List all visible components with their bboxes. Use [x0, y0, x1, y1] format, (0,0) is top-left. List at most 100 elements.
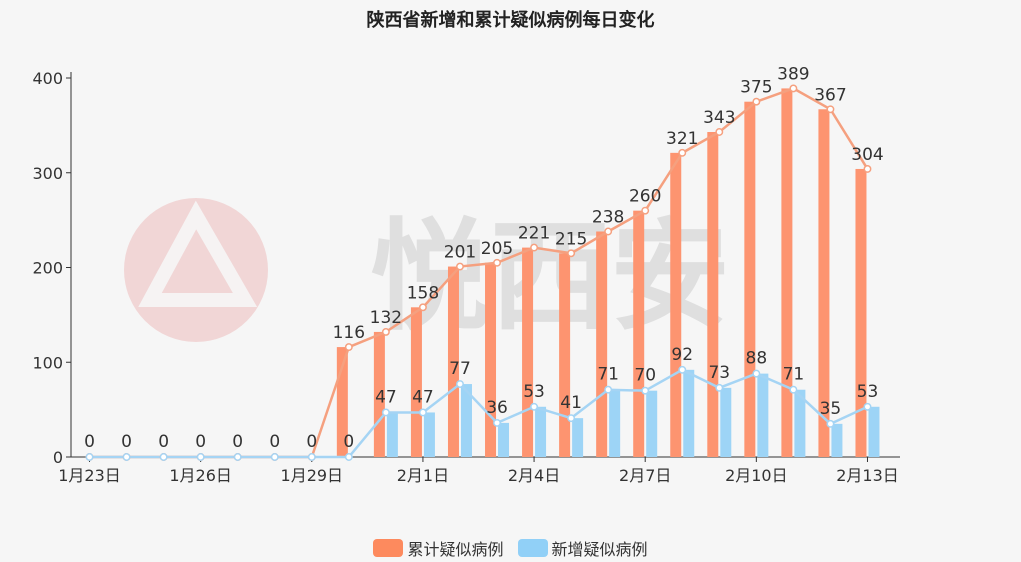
data-label-cumulative: 0	[269, 432, 280, 452]
point-new	[641, 386, 650, 395]
data-label-cumulative: 0	[158, 432, 169, 452]
data-label-cumulative: 0	[195, 432, 206, 452]
watermark: 悦西安	[124, 198, 730, 347]
legend-swatch-cumulative	[373, 539, 404, 557]
point-new	[122, 453, 131, 461]
chart-title: 陕西省新增和累计疑似病例每日变化	[366, 10, 655, 31]
point-cumulative	[493, 258, 501, 267]
data-label-cumulative: 375	[740, 78, 772, 98]
x-tick-label: 2月1日	[397, 466, 449, 485]
point-cumulative	[456, 262, 464, 271]
bar-new	[535, 406, 547, 457]
point-cumulative	[826, 105, 835, 114]
bar-cumulative	[485, 262, 497, 457]
bar-cumulative	[744, 101, 756, 457]
legend-label-new: 新增疑似病例	[551, 540, 648, 559]
bar-new	[423, 412, 435, 457]
point-cumulative	[344, 343, 353, 352]
bar-cumulative	[410, 307, 422, 457]
point-new	[567, 414, 576, 423]
data-label-cumulative: 0	[232, 432, 243, 452]
point-new	[752, 369, 761, 378]
y-tick-label: 400	[32, 69, 63, 88]
data-label-new: 0	[343, 432, 354, 452]
bar-new	[498, 422, 510, 457]
point-new	[530, 402, 539, 411]
data-label-cumulative: 304	[851, 145, 883, 165]
point-new	[826, 419, 835, 428]
point-new	[270, 453, 279, 461]
bar-cumulative	[596, 231, 608, 457]
bar-cumulative	[447, 266, 459, 457]
point-new	[678, 365, 687, 374]
legend-item-cumulative[interactable]: 累计疑似病例	[373, 536, 504, 560]
data-label-new: 53	[857, 382, 879, 402]
point-cumulative	[678, 148, 687, 157]
bar-cumulative	[707, 132, 719, 457]
data-label-cumulative: 158	[407, 283, 439, 303]
point-new	[196, 453, 205, 461]
data-label-cumulative: 0	[306, 432, 317, 452]
point-new	[715, 383, 724, 392]
legend-label-cumulative: 累计疑似病例	[407, 540, 504, 559]
point-cumulative	[789, 84, 798, 93]
bar-cumulative	[633, 210, 645, 457]
x-tick-label: 2月4日	[508, 466, 560, 485]
bar-cumulative	[855, 168, 867, 457]
point-new	[307, 453, 316, 461]
x-tick-label: 1月29日	[281, 466, 344, 485]
data-label-new: 53	[523, 382, 545, 402]
point-new	[381, 408, 390, 417]
bar-new	[683, 369, 695, 457]
point-new	[863, 402, 872, 411]
point-new	[418, 408, 427, 417]
data-label-cumulative: 238	[592, 207, 624, 227]
data-label-cumulative: 0	[84, 432, 95, 452]
y-tick-label: 0	[53, 448, 63, 467]
bar-new	[868, 406, 880, 457]
data-label-new: 70	[634, 366, 656, 386]
data-label-new: 92	[671, 345, 693, 365]
data-label-new: 47	[375, 387, 397, 407]
legend-item-new[interactable]: 新增疑似病例	[517, 536, 648, 560]
data-label-new: 73	[708, 363, 730, 383]
x-tick-label: 2月10日	[725, 466, 788, 485]
data-label-new: 71	[783, 365, 805, 385]
bar-cumulative	[336, 347, 348, 457]
data-label-cumulative: 343	[703, 108, 735, 128]
point-cumulative	[863, 165, 872, 173]
point-new	[493, 418, 501, 427]
data-label-new: 47	[412, 387, 434, 407]
bar-cumulative	[522, 247, 534, 457]
bar-cumulative	[670, 152, 682, 458]
bar-cumulative	[559, 253, 571, 457]
data-label-new: 71	[597, 365, 619, 385]
bar-cumulative	[781, 88, 793, 458]
bar-cumulative	[373, 331, 385, 457]
data-label-cumulative: 0	[121, 432, 132, 452]
point-cumulative	[567, 249, 576, 258]
x-tick-label: 1月26日	[169, 466, 232, 485]
point-new	[85, 453, 94, 461]
bar-new	[609, 389, 621, 457]
bar-new	[831, 423, 843, 457]
bar-new	[757, 373, 769, 457]
bar-new	[720, 387, 732, 457]
y-tick-label: 100	[32, 353, 63, 372]
watermark-logo-mark	[138, 200, 258, 307]
data-label-new: 36	[486, 398, 508, 418]
data-label-new: 35	[820, 399, 842, 419]
watermark-text: 悦西安	[370, 208, 730, 347]
point-cumulative	[604, 227, 613, 236]
chart-plot: 悦西安 0 100 200 300 400 1月23日 1月26日 1月29日 2月1日 2月4日…	[32, 64, 900, 485]
point-new	[233, 453, 242, 461]
data-label-cumulative: 116	[333, 323, 365, 343]
point-new	[456, 380, 464, 388]
point-cumulative	[530, 243, 539, 252]
bar-new	[460, 384, 472, 457]
line-new	[89, 368, 869, 459]
data-label-cumulative: 201	[444, 243, 476, 263]
data-label-cumulative: 367	[814, 85, 846, 105]
point-cumulative	[418, 303, 427, 312]
bar-new	[386, 412, 398, 457]
